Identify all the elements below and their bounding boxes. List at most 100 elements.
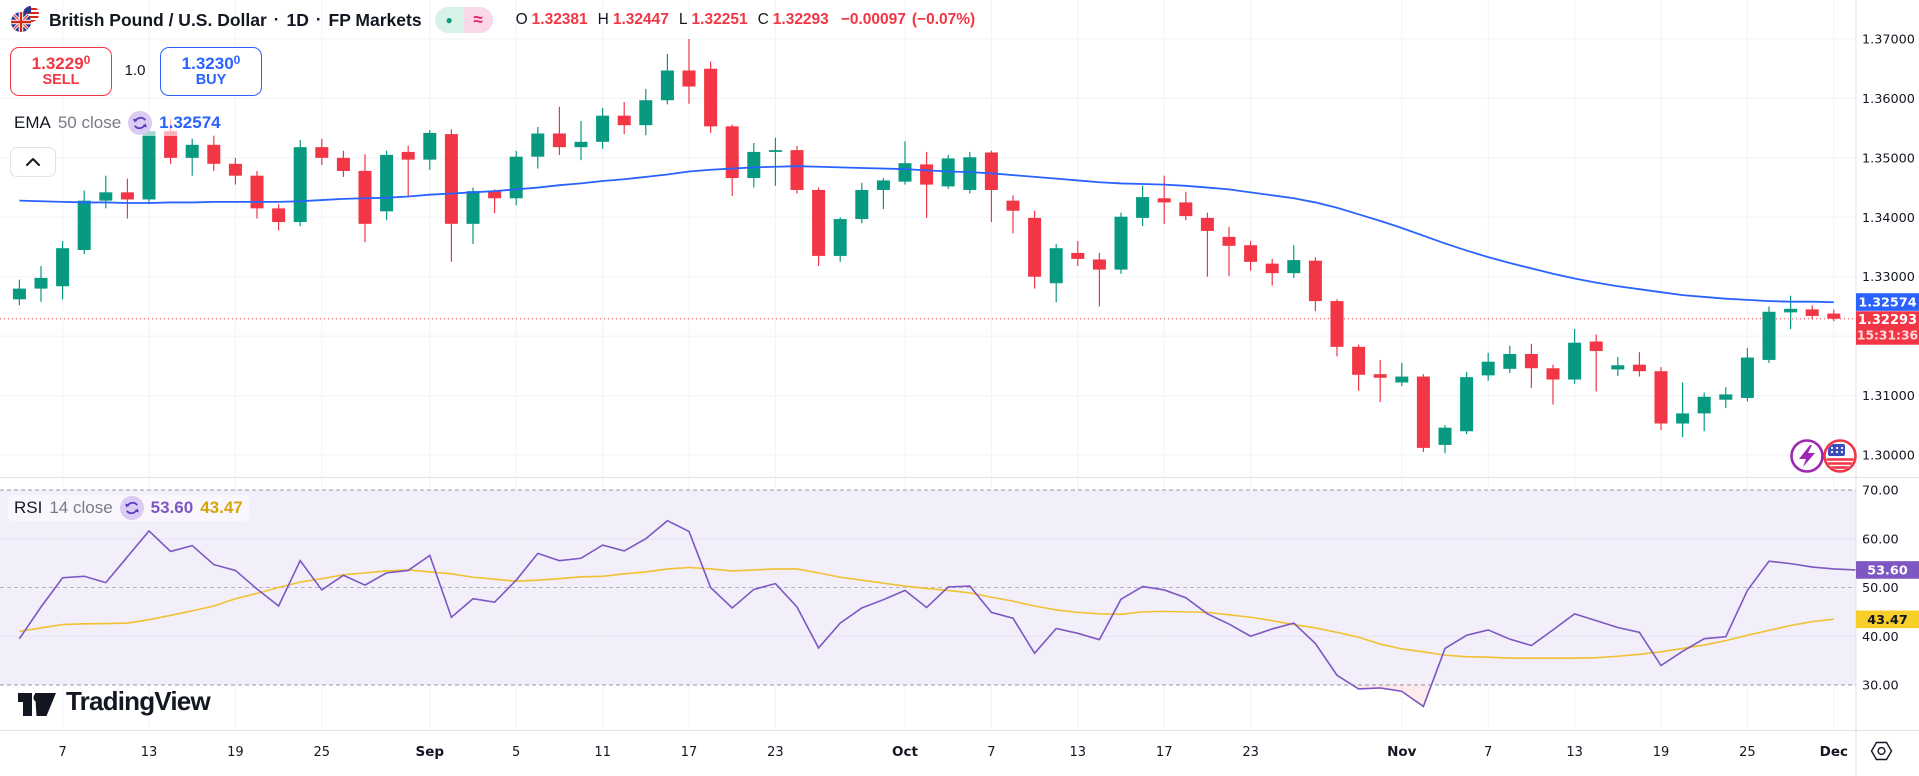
main-chart-pane[interactable] bbox=[0, 0, 1856, 477]
candle-up bbox=[1395, 376, 1409, 383]
candle-up bbox=[660, 70, 674, 101]
rsi-axis-label: 70.00 bbox=[1862, 484, 1899, 499]
candle-down bbox=[790, 150, 804, 190]
candle-down bbox=[1244, 245, 1258, 262]
buy-button[interactable]: 1.32300 BUY bbox=[160, 47, 262, 96]
candle-down bbox=[1179, 202, 1193, 217]
rsi-axis-label: 40.00 bbox=[1862, 630, 1899, 645]
candle-up bbox=[596, 115, 610, 142]
candle-up bbox=[12, 288, 26, 300]
ema-indicator-row[interactable]: EMA 50 close 1.32574 bbox=[8, 110, 227, 136]
candle-down bbox=[704, 68, 718, 127]
sync-icon[interactable] bbox=[128, 111, 153, 135]
time-axis-label: 13 bbox=[141, 745, 158, 760]
price-axis-label: 1.35000 bbox=[1862, 151, 1915, 166]
rsi-ma-label bbox=[1856, 610, 1919, 629]
rsi-indicator-row[interactable]: RSI 14 close 53.60 43.47 bbox=[8, 495, 249, 521]
time-axis-label: 23 bbox=[1242, 745, 1259, 760]
candle-up bbox=[963, 157, 977, 190]
open-value: 1.32381 bbox=[531, 11, 588, 28]
time-axis-label: 17 bbox=[1156, 745, 1173, 760]
time-axis-label: 7 bbox=[58, 745, 66, 760]
candle-down bbox=[228, 163, 242, 176]
candle-down bbox=[1589, 341, 1603, 352]
rsi-oversold-fill bbox=[1352, 685, 1432, 707]
sell-price-pip: 0 bbox=[83, 52, 91, 67]
candle-down bbox=[488, 191, 502, 199]
candle-down bbox=[682, 70, 696, 87]
tradingview-logo[interactable]: TradingView bbox=[18, 686, 211, 717]
sell-button[interactable]: 1.32290 SELL bbox=[10, 47, 112, 96]
candle-up bbox=[1719, 394, 1733, 400]
candle-down bbox=[315, 147, 329, 158]
candle-up bbox=[1697, 396, 1711, 414]
time-axis-label: 13 bbox=[1566, 745, 1583, 760]
candle-up bbox=[1481, 361, 1495, 376]
rsi-pane[interactable] bbox=[0, 478, 1856, 730]
change-percent: (−0.07%) bbox=[911, 11, 976, 28]
strategy-marker-pill[interactable]: ● ≈ bbox=[434, 7, 493, 33]
candle-down bbox=[1028, 217, 1042, 277]
candle-up bbox=[142, 131, 156, 200]
rsi-ma-line bbox=[19, 566, 1834, 659]
rsi-value: 53.60 bbox=[150, 498, 194, 517]
candle-up bbox=[185, 144, 199, 158]
candle-down bbox=[120, 192, 134, 200]
symbol-flag-icon bbox=[11, 6, 39, 32]
rsi-name: RSI bbox=[14, 498, 43, 517]
candle-down bbox=[444, 134, 458, 224]
candle-up bbox=[34, 277, 48, 289]
candle-down bbox=[1308, 260, 1322, 302]
bar-countdown-text: 15:31:36 bbox=[1857, 329, 1918, 343]
sell-price: 1.3229 bbox=[31, 53, 84, 73]
time-axis-label: 11 bbox=[594, 745, 611, 760]
buy-price: 1.3230 bbox=[181, 53, 234, 73]
candle-up bbox=[509, 156, 523, 199]
candle-up bbox=[1287, 260, 1301, 274]
separator-dot: · bbox=[273, 10, 280, 29]
candle-up bbox=[1460, 377, 1474, 432]
candle-down bbox=[812, 189, 826, 256]
price-axis[interactable] bbox=[1856, 0, 1919, 730]
open-label: O bbox=[515, 11, 528, 28]
candle-up bbox=[639, 100, 653, 126]
lightning-icon bbox=[1799, 445, 1815, 467]
sell-label: SELL bbox=[42, 72, 80, 89]
candle-down bbox=[1373, 374, 1387, 378]
ema-price-label bbox=[1856, 293, 1919, 311]
timeframe-label[interactable]: 1D bbox=[286, 9, 309, 30]
candle-up bbox=[293, 147, 307, 223]
axis-settings-icon[interactable] bbox=[1870, 741, 1893, 761]
time-axis-label: 13 bbox=[1070, 745, 1087, 760]
time-axis[interactable] bbox=[0, 731, 1919, 776]
collapse-panel-button[interactable] bbox=[10, 147, 56, 177]
spread-value: 1.0 bbox=[124, 62, 146, 79]
candle-up bbox=[898, 163, 912, 182]
time-axis-label: 5 bbox=[512, 745, 520, 760]
candle-up bbox=[1438, 427, 1452, 445]
buy-label: BUY bbox=[195, 72, 227, 89]
broker-label[interactable]: FP Markets bbox=[328, 9, 422, 30]
candle-up bbox=[1568, 342, 1582, 380]
candle-up bbox=[876, 180, 890, 190]
candle-down bbox=[1416, 376, 1430, 448]
time-axis-label: 19 bbox=[227, 745, 244, 760]
candle-down bbox=[1157, 198, 1171, 203]
candle-down bbox=[1222, 236, 1236, 246]
time-axis-label: 19 bbox=[1653, 745, 1670, 760]
low-value: 1.32251 bbox=[691, 11, 748, 28]
candle-up bbox=[747, 151, 761, 179]
candle-up bbox=[56, 248, 70, 287]
symbol-title[interactable]: British Pound / U.S. Dollar bbox=[49, 9, 267, 30]
candle-down bbox=[1265, 263, 1279, 274]
candle-down bbox=[1200, 217, 1214, 231]
price-axis-label: 1.36000 bbox=[1862, 92, 1915, 107]
candle-down bbox=[984, 152, 998, 190]
low-label: L bbox=[678, 11, 688, 28]
candle-up bbox=[466, 191, 480, 224]
sync-icon[interactable] bbox=[119, 496, 144, 520]
price-axis-label: 1.31000 bbox=[1862, 389, 1915, 404]
price-axis-label: 1.30000 bbox=[1862, 449, 1915, 464]
candle-up bbox=[574, 141, 588, 148]
